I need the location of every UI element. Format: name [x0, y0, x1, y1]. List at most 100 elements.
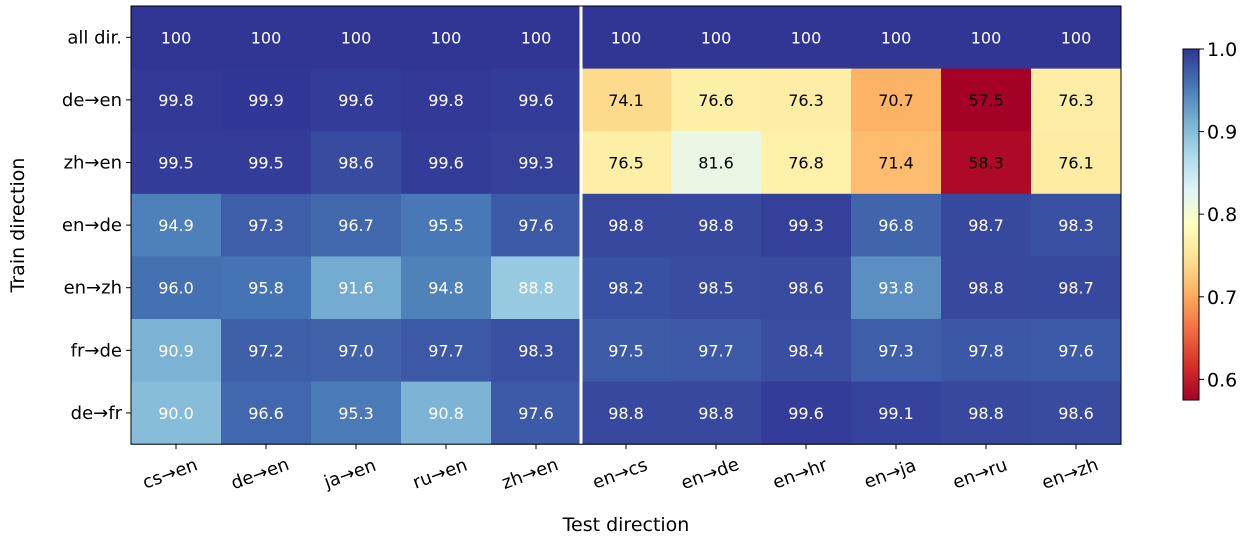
cell-value-label: 98.8 — [608, 216, 644, 235]
heatmap-cell — [491, 381, 582, 445]
cell-value-label: 100 — [341, 28, 372, 47]
y-tick-label: fr→de — [71, 340, 122, 361]
heatmap-cell — [1031, 193, 1122, 257]
cell-value-label: 99.6 — [428, 154, 464, 173]
cell-value-label: 90.9 — [158, 341, 194, 360]
heatmap-cell — [761, 381, 852, 445]
y-tick-label: all dir. — [67, 27, 122, 48]
heatmap-cell — [941, 131, 1032, 195]
heatmap-cell — [761, 319, 852, 383]
heatmap-cell — [491, 256, 582, 320]
x-tick-label: ja→en — [320, 455, 378, 493]
heatmap-cell — [761, 193, 852, 257]
heatmap-cell — [581, 6, 672, 70]
cell-value-label: 96.6 — [248, 404, 284, 423]
cell-value-label: 98.6 — [788, 279, 824, 298]
cell-value-label: 95.3 — [338, 404, 374, 423]
cell-value-label: 58.3 — [968, 154, 1004, 173]
heatmap-cell — [131, 256, 222, 320]
x-tick-label: en→de — [678, 454, 742, 494]
cell-value-label: 99.6 — [338, 91, 374, 110]
heatmap-cell — [941, 256, 1032, 320]
heatmap-cell — [491, 68, 582, 132]
cell-value-label: 97.3 — [248, 216, 284, 235]
heatmap-cell — [851, 6, 942, 70]
y-tick-label: de→fr — [71, 403, 123, 424]
cell-value-label: 99.3 — [788, 216, 824, 235]
cell-value-label: 97.8 — [968, 341, 1004, 360]
x-axis-label: Test direction — [562, 514, 690, 536]
cell-value-label: 71.4 — [878, 154, 914, 173]
heatmap-cell — [221, 193, 312, 257]
cell-value-label: 99.6 — [788, 404, 824, 423]
heatmap-cell — [311, 319, 402, 383]
heatmap-cell — [491, 319, 582, 383]
heatmap-cell — [581, 256, 672, 320]
heatmap-cell — [131, 68, 222, 132]
colorbar-tick-label: 0.8 — [1207, 204, 1237, 226]
cell-value-label: 93.8 — [878, 279, 914, 298]
heatmap-cell — [941, 319, 1032, 383]
cell-value-label: 76.3 — [1058, 91, 1094, 110]
heatmap-cell — [221, 68, 312, 132]
heatmap-cell — [851, 131, 942, 195]
heatmap-cell — [491, 193, 582, 257]
colorbar-ticks: 0.6 0.7 0.8 0.9 1.0 — [1199, 39, 1237, 391]
cell-value-label: 98.6 — [338, 154, 374, 173]
cell-value-label: 76.1 — [1058, 154, 1094, 173]
cell-value-label: 100 — [971, 28, 1002, 47]
cell-value-label: 98.8 — [698, 216, 734, 235]
cell-labels: 100 100 100 100 100 100 100 100 100 100 100 99.8 99.… — [158, 28, 1094, 423]
cell-value-label: 99.8 — [428, 91, 464, 110]
cell-value-label: 98.2 — [608, 279, 644, 298]
cell-value-label: 99.6 — [518, 91, 554, 110]
heatmap-cell — [401, 256, 492, 320]
cell-value-label: 100 — [251, 28, 282, 47]
cell-value-label: 76.6 — [698, 91, 734, 110]
cell-value-label: 97.5 — [608, 341, 644, 360]
heatmap-cell — [581, 131, 672, 195]
heatmap-cell — [761, 6, 852, 70]
heatmap-cell — [311, 131, 402, 195]
heatmap-cell — [221, 256, 312, 320]
y-tick-label: en→zh — [64, 278, 122, 299]
cell-value-label: 100 — [1061, 28, 1092, 47]
cell-value-label: 81.6 — [698, 154, 734, 173]
heatmap-cell — [851, 193, 942, 257]
cell-value-label: 97.2 — [248, 341, 284, 360]
cell-value-label: 97.7 — [698, 341, 734, 360]
cell-value-label: 95.5 — [428, 216, 464, 235]
heatmap-cell — [131, 131, 222, 195]
cell-value-label: 98.3 — [1058, 216, 1094, 235]
heatmap-cell — [941, 193, 1032, 257]
y-tick-label: en→de — [62, 215, 122, 236]
heatmap-cell — [941, 6, 1032, 70]
heatmap-cell — [671, 381, 762, 445]
cell-value-label: 76.3 — [788, 91, 824, 110]
heatmap-cell — [761, 68, 852, 132]
cell-value-label: 97.0 — [338, 341, 374, 360]
cell-value-label: 99.1 — [878, 404, 914, 423]
cell-value-label: 96.8 — [878, 216, 914, 235]
heatmap-cell — [221, 381, 312, 445]
cell-value-label: 96.7 — [338, 216, 374, 235]
cell-value-label: 99.9 — [248, 91, 284, 110]
colorbar — [1182, 48, 1200, 401]
cell-value-label: 74.1 — [608, 91, 644, 110]
cell-value-label: 98.7 — [968, 216, 1004, 235]
x-tick-label: en→zh — [1039, 454, 1101, 494]
heatmap-cell — [1031, 256, 1122, 320]
cell-value-label: 97.6 — [1058, 341, 1094, 360]
x-tick-label: ru→en — [410, 455, 470, 494]
heatmap-cell — [851, 381, 942, 445]
y-tick-label: zh→en — [64, 153, 122, 174]
cell-value-label: 98.3 — [518, 341, 554, 360]
x-tick-label: en→ja — [861, 455, 919, 493]
cell-value-label: 97.7 — [428, 341, 464, 360]
heatmap-cell — [401, 319, 492, 383]
heatmap-cell — [581, 193, 672, 257]
heatmap-cell — [401, 193, 492, 257]
heatmap-cell — [941, 68, 1032, 132]
heatmap-cell — [131, 193, 222, 257]
